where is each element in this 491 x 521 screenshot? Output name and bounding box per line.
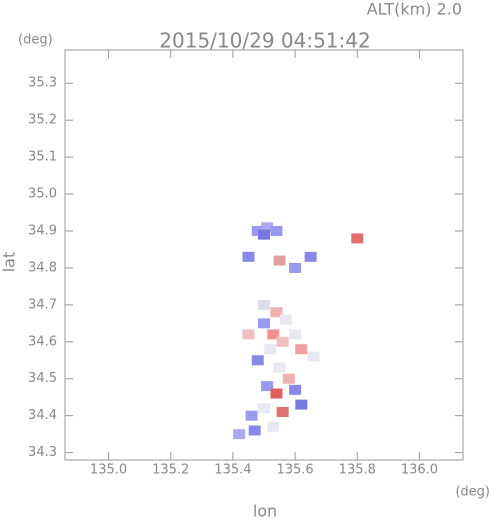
echo-cell — [279, 314, 292, 325]
y-tick-label: 34.4 — [28, 408, 57, 423]
echo-cell — [276, 336, 289, 347]
y-tick-label: 35.1 — [28, 150, 57, 165]
echo-cell — [295, 399, 308, 410]
echo-cell — [267, 329, 280, 340]
chart-subtitle: ALT(km) 2.0 — [367, 0, 462, 19]
y-unit: (deg) — [18, 33, 53, 48]
x-axis-label: lon — [253, 502, 277, 521]
echo-cell — [273, 255, 286, 266]
echo-cell — [304, 251, 317, 262]
echo-cell — [276, 406, 289, 417]
echo-cell — [264, 344, 277, 355]
x-tick-label: 135.0 — [90, 463, 127, 478]
x-tick-label: 135.2 — [152, 463, 189, 478]
echo-cell — [273, 362, 286, 373]
echo-cell — [270, 225, 283, 236]
echo-cell — [351, 233, 364, 244]
x-tick-label: 135.8 — [339, 463, 376, 478]
y-tick-label: 34.5 — [28, 371, 57, 386]
y-tick-label: 35.3 — [28, 76, 57, 91]
echo-cell — [261, 222, 274, 233]
echo-cell — [258, 299, 270, 310]
y-tick-label: 34.6 — [28, 334, 57, 349]
y-tick-label: 35.0 — [28, 187, 57, 202]
echo-cell — [261, 381, 274, 392]
echo-cell — [258, 229, 270, 240]
x-tick-label: 136.0 — [401, 463, 438, 478]
echo-cell — [242, 329, 255, 340]
echo-cell — [289, 329, 302, 340]
echo-cell — [245, 410, 258, 421]
y-tick-label: 35.2 — [28, 113, 57, 128]
y-tick-label: 34.8 — [28, 260, 57, 275]
y-tick-label: 34.3 — [28, 445, 57, 460]
echo-cell — [307, 351, 320, 362]
echo-cell — [251, 355, 264, 366]
echo-cell — [267, 421, 280, 432]
echo-cell — [289, 262, 302, 273]
plot-frame — [64, 49, 464, 461]
echo-cell — [270, 388, 283, 399]
echo-cell — [248, 425, 261, 436]
chart-title: 2015/10/29 04:51:42 — [159, 29, 370, 53]
y-tick-label: 34.9 — [28, 223, 57, 238]
echo-cell — [258, 318, 270, 329]
echo-cell — [289, 384, 302, 395]
x-tick-label: 135.4 — [214, 463, 251, 478]
x-tick-label: 135.6 — [276, 463, 313, 478]
y-tick-label: 34.7 — [28, 297, 57, 312]
x-unit: (deg) — [455, 485, 490, 500]
echo-cell — [251, 225, 264, 236]
echo-cell — [233, 429, 246, 440]
echo-cell — [295, 344, 308, 355]
echo-cell — [270, 307, 283, 318]
echo-cell — [242, 251, 255, 262]
y-axis-label: lat — [0, 252, 19, 273]
echo-cell — [282, 373, 295, 384]
echo-cell — [258, 403, 270, 414]
